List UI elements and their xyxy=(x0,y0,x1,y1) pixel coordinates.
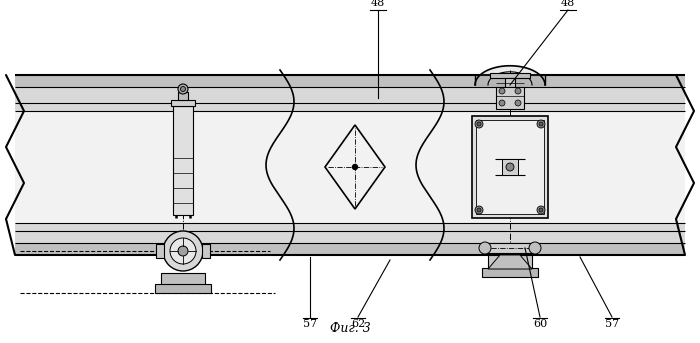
Bar xyxy=(482,268,538,277)
Bar xyxy=(502,159,518,175)
Polygon shape xyxy=(15,87,685,111)
Polygon shape xyxy=(15,75,685,87)
Text: Фиг. 3: Фиг. 3 xyxy=(330,322,370,335)
Circle shape xyxy=(537,120,545,128)
Bar xyxy=(155,284,211,293)
Bar xyxy=(202,244,210,258)
Text: 62: 62 xyxy=(351,319,365,329)
Text: 48: 48 xyxy=(561,0,575,8)
Circle shape xyxy=(537,206,545,214)
Circle shape xyxy=(353,165,358,169)
Bar xyxy=(156,244,164,258)
Circle shape xyxy=(475,120,483,128)
Circle shape xyxy=(515,100,521,106)
Circle shape xyxy=(181,86,186,92)
Bar xyxy=(178,92,188,100)
Polygon shape xyxy=(15,111,685,223)
Text: 48: 48 xyxy=(371,0,385,8)
Circle shape xyxy=(477,122,481,126)
Circle shape xyxy=(529,242,541,254)
Circle shape xyxy=(178,246,188,256)
Bar xyxy=(171,100,195,106)
Bar xyxy=(485,243,535,253)
Text: 57: 57 xyxy=(605,319,619,329)
Circle shape xyxy=(539,208,543,212)
Polygon shape xyxy=(15,223,685,243)
Circle shape xyxy=(170,238,196,264)
Bar xyxy=(472,116,548,218)
Bar xyxy=(488,255,532,269)
Bar xyxy=(161,273,205,285)
Text: 57: 57 xyxy=(303,319,317,329)
Circle shape xyxy=(479,242,491,254)
Bar xyxy=(173,106,193,215)
Bar xyxy=(505,78,515,87)
Circle shape xyxy=(475,206,483,214)
Circle shape xyxy=(163,231,203,271)
Polygon shape xyxy=(488,255,532,269)
Text: 60: 60 xyxy=(533,319,547,329)
Bar xyxy=(476,120,544,214)
Circle shape xyxy=(499,88,505,94)
Circle shape xyxy=(539,122,543,126)
Circle shape xyxy=(506,163,514,171)
Bar xyxy=(496,87,524,109)
Circle shape xyxy=(515,88,521,94)
Circle shape xyxy=(178,84,188,94)
Circle shape xyxy=(499,100,505,106)
Bar xyxy=(490,73,530,78)
Polygon shape xyxy=(15,243,685,255)
Circle shape xyxy=(477,208,481,212)
